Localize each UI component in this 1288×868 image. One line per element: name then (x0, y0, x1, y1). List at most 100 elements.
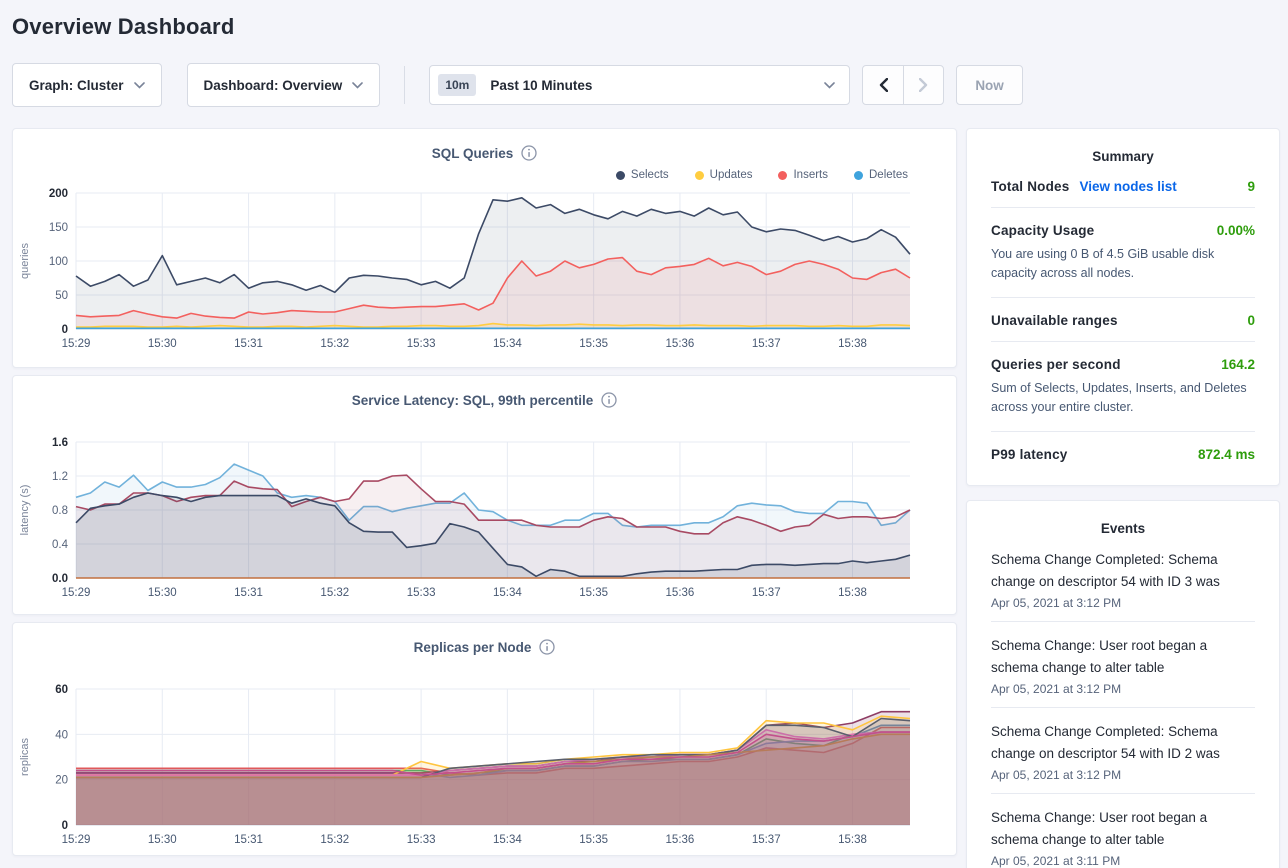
events-panel: Events Schema Change Completed: Schema c… (966, 499, 1280, 868)
dashboard-dropdown[interactable]: Dashboard: Overview (186, 63, 381, 107)
event-item[interactable]: Schema Change Completed: Schema change o… (991, 536, 1255, 621)
sql-queries-chart[interactable]: 15:29 15:30 15:31 15:32 15:33 15:34 15:35 15:36… (16, 185, 946, 355)
summary-row-unavailable: Unavailable ranges 0 (991, 298, 1255, 341)
capacity-usage-label: Capacity Usage (991, 223, 1095, 238)
summary-row-p99: P99 latency 872.4 ms (991, 432, 1255, 475)
summary-title: Summary (1092, 149, 1154, 164)
chevron-right-icon (919, 78, 928, 92)
side-column: Summary Total Nodes View nodes list 9 Ca… (966, 128, 1280, 868)
info-icon[interactable] (521, 145, 537, 161)
legend-dot (854, 170, 863, 180)
summary-row-total-nodes: Total Nodes View nodes list 9 (991, 164, 1255, 207)
sql-queries-chart-card: SQL Queries Selects Updates Inserts Deletes… (12, 128, 957, 368)
svg-text:15:29: 15:29 (62, 834, 91, 846)
chevron-down-icon (133, 81, 145, 89)
summary-row-qps: Queries per second 164.2 Sum of Selects,… (991, 342, 1255, 431)
svg-text:15:31: 15:31 (234, 587, 263, 599)
event-text: Schema Change: User root began a schema … (991, 809, 1208, 847)
svg-text:queries: queries (19, 242, 31, 279)
capacity-usage-value: 0.00% (1216, 223, 1255, 238)
svg-text:15:37: 15:37 (752, 834, 781, 846)
svg-text:15:35: 15:35 (579, 338, 608, 350)
now-button[interactable]: Now (956, 65, 1023, 105)
total-nodes-label: Total Nodes (991, 179, 1070, 194)
svg-text:100: 100 (49, 256, 68, 268)
svg-text:60: 60 (55, 684, 68, 696)
svg-text:15:36: 15:36 (666, 338, 695, 350)
time-range-picker[interactable]: 10m Past 10 Minutes (429, 65, 851, 105)
svg-text:15:38: 15:38 (838, 834, 867, 846)
event-item[interactable]: Schema Change: User root began a schema … (991, 794, 1255, 868)
divider (991, 792, 1255, 794)
legend-item-inserts[interactable]: Inserts (778, 169, 828, 181)
legend-dot (778, 170, 788, 180)
view-nodes-list-link[interactable]: View nodes list (1079, 179, 1177, 194)
legend-item-deletes[interactable]: Deletes (854, 169, 908, 181)
p99-latency-label: P99 latency (991, 446, 1068, 462)
info-icon[interactable] (539, 639, 556, 655)
graph-dropdown[interactable]: Graph: Cluster (12, 63, 162, 107)
total-nodes-value: 9 (1247, 179, 1255, 194)
p99-latency-value: 872.4 ms (1197, 446, 1255, 462)
legend-label: Inserts (793, 169, 828, 181)
svg-text:0: 0 (62, 324, 68, 336)
legend-label: Deletes (869, 169, 908, 181)
chart-title: Replicas per Node (413, 639, 532, 655)
event-text: Schema Change Completed: Schema change o… (991, 551, 1220, 589)
replicas-per-node-chart[interactable]: 15:29 15:30 15:31 15:32 15:33 15:34 15:35 15:36… (16, 681, 946, 851)
service-latency-chart[interactable]: 15:29 15:30 15:31 15:32 15:33 15:34 15:35 15:36… (16, 434, 946, 604)
svg-text:15:31: 15:31 (234, 338, 263, 350)
svg-text:15:32: 15:32 (320, 338, 349, 350)
legend-dot (615, 170, 625, 180)
legend-item-updates[interactable]: Updates (694, 169, 753, 181)
main-content: SQL Queries Selects Updates Inserts Deletes… (0, 128, 1288, 868)
time-back-button[interactable] (863, 66, 903, 104)
replicas-per-node-chart-card: Replicas per Node 15:29 15:30 15:31 15:32 15… (12, 622, 957, 856)
unavailable-ranges-label: Unavailable ranges (991, 312, 1118, 328)
toolbar: Graph: Cluster Dashboard: Overview 10m P… (12, 63, 1276, 107)
chevron-left-icon (879, 78, 888, 92)
service-latency-chart-card: Service Latency: SQL, 99th percentile 15… (12, 375, 957, 615)
svg-text:20: 20 (55, 775, 68, 787)
svg-text:15:37: 15:37 (752, 587, 781, 599)
event-item[interactable]: Schema Change Completed: Schema change o… (991, 708, 1255, 793)
time-step-buttons (862, 65, 945, 105)
svg-text:0: 0 (62, 820, 68, 832)
svg-text:1.2: 1.2 (52, 471, 68, 483)
svg-text:15:34: 15:34 (493, 338, 522, 350)
svg-text:15:29: 15:29 (62, 338, 91, 350)
legend-label: Selects (630, 169, 669, 181)
dashboard-dropdown-label: Dashboard: Overview (203, 77, 343, 93)
svg-text:latency (s): latency (s) (19, 485, 31, 536)
svg-text:15:32: 15:32 (320, 834, 349, 846)
svg-text:15:34: 15:34 (493, 834, 522, 846)
svg-text:15:36: 15:36 (666, 834, 695, 846)
toolbar-divider (404, 66, 406, 104)
info-icon[interactable] (601, 392, 617, 408)
svg-text:15:30: 15:30 (148, 587, 177, 599)
divider (991, 620, 1255, 622)
page-title: Overview Dashboard (12, 14, 235, 39)
charts-column: SQL Queries Selects Updates Inserts Deletes… (12, 128, 957, 856)
svg-text:15:35: 15:35 (579, 587, 608, 599)
unavailable-ranges-value: 0 (1247, 312, 1255, 328)
summary-panel: Summary Total Nodes View nodes list 9 Ca… (966, 128, 1280, 486)
time-forward-button[interactable] (903, 66, 943, 104)
event-item[interactable]: Schema Change: User root began a schema … (991, 622, 1255, 707)
svg-text:replicas: replicas (19, 738, 31, 776)
svg-text:0.8: 0.8 (52, 505, 68, 517)
capacity-usage-desc: You are using 0 B of 4.5 GiB usable disk… (991, 247, 1215, 281)
divider (991, 207, 1255, 208)
chart-legend: Selects Updates Inserts Deletes (13, 167, 908, 183)
legend-label: Updates (709, 169, 753, 181)
svg-text:0.0: 0.0 (52, 573, 68, 585)
svg-text:15:30: 15:30 (148, 338, 177, 350)
divider (991, 296, 1255, 298)
svg-text:0.4: 0.4 (52, 539, 69, 551)
svg-text:15:30: 15:30 (148, 834, 177, 846)
legend-item-selects[interactable]: Selects (615, 169, 669, 181)
svg-text:15:35: 15:35 (579, 834, 608, 846)
event-timestamp: Apr 05, 2021 at 3:11 PM (991, 853, 1121, 868)
divider (991, 430, 1255, 432)
event-text: Schema Change: User root began a schema … (991, 637, 1208, 675)
